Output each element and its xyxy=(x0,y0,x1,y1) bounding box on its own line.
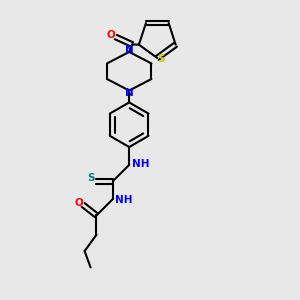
Text: O: O xyxy=(74,198,83,208)
Text: S: S xyxy=(157,55,165,64)
Text: S: S xyxy=(87,173,95,183)
Text: N: N xyxy=(125,88,134,98)
Text: NH: NH xyxy=(132,159,149,169)
Text: O: O xyxy=(107,30,116,40)
Text: N: N xyxy=(125,44,134,55)
Text: NH: NH xyxy=(116,195,133,205)
